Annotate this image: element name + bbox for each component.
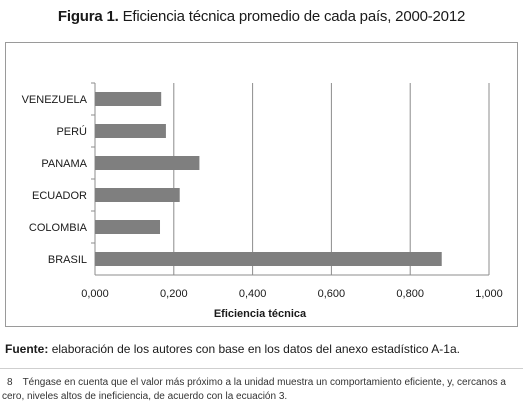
source-note: Fuente: elaboración de los autores con b… xyxy=(5,342,460,356)
bar-venezuela xyxy=(95,92,162,106)
category-label-ecuador: ECUADOR xyxy=(32,190,87,202)
figure-title-lead: Figura 1. xyxy=(57,8,119,25)
source-text: elaboración de los autores con base en l… xyxy=(51,342,460,356)
x-tick-label-3: 0,600 xyxy=(318,288,346,300)
x-tick-label-1: 0,200 xyxy=(160,288,188,300)
x-tick-label-0: 0,000 xyxy=(81,288,109,300)
category-label-perú: PERÚ xyxy=(56,125,87,138)
x-tick-label-2: 0,400 xyxy=(239,288,267,300)
bar-perú xyxy=(95,124,166,138)
footnote-number: 8 xyxy=(7,377,13,388)
bar-ecuador xyxy=(95,188,180,202)
footnote-text: Téngase en cuenta que el valor más próxi… xyxy=(2,377,506,402)
figure-title-text: Eficiencia técnica promedio de cada país… xyxy=(122,8,466,25)
x-tick-label-4: 0,800 xyxy=(396,288,424,300)
category-label-venezuela: VENEZUELA xyxy=(22,94,88,106)
x-axis-title: Eficiencia técnica xyxy=(214,308,307,320)
bar-brasil xyxy=(95,252,442,266)
footnote: 8 Téngase en cuenta que el valor más próx… xyxy=(2,376,521,404)
bar-chart: VENEZUELA PERÚ PANAMA ECUADOR COLOMBIA BRASIL… xyxy=(22,82,503,320)
x-tick-label-5: 1,000 xyxy=(475,288,503,300)
chart-frame: VENEZUELA PERÚ PANAMA ECUADOR COLOMBIA BRASIL… xyxy=(5,42,518,327)
footnote-divider xyxy=(0,368,523,369)
bar-colombia xyxy=(95,220,161,234)
category-label-panama: PANAMA xyxy=(41,158,87,170)
source-label: Fuente: xyxy=(5,342,49,356)
bar-panama xyxy=(95,156,200,170)
figure-title: Figura 1. Eficiencia técnica promedio de… xyxy=(0,8,523,25)
category-label-colombia: COLOMBIA xyxy=(29,222,88,234)
category-label-brasil: BRASIL xyxy=(48,254,87,266)
